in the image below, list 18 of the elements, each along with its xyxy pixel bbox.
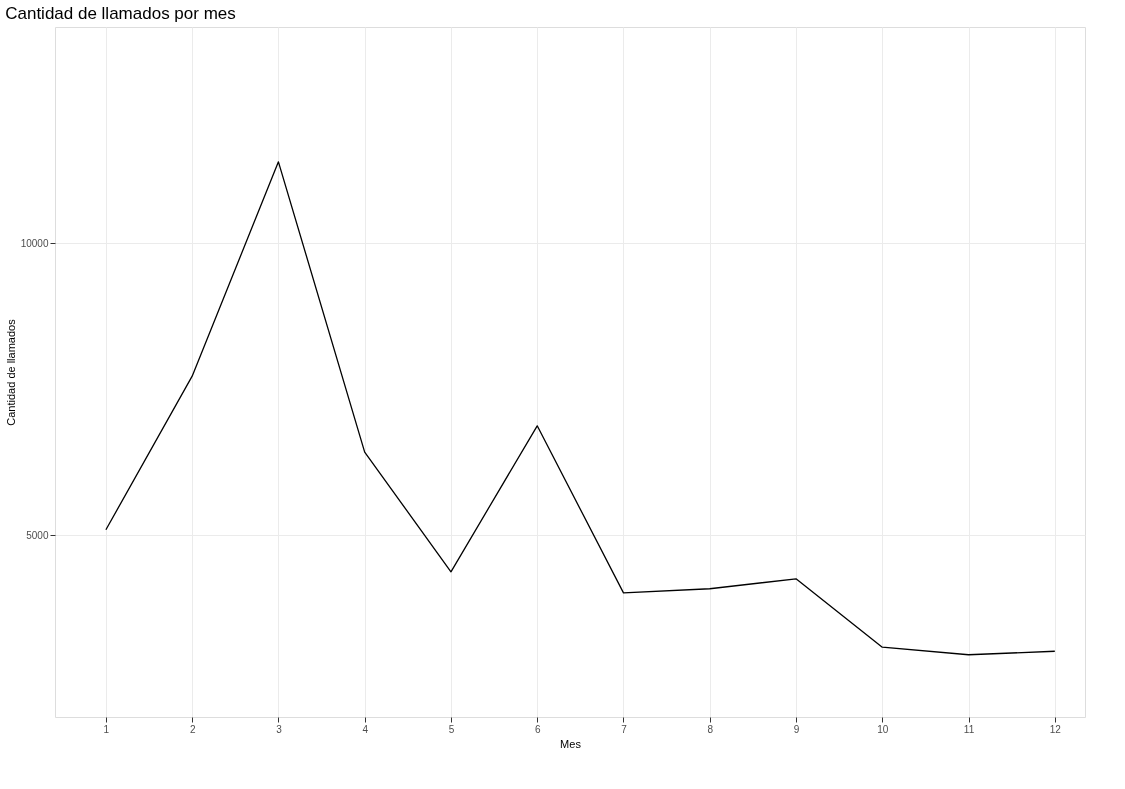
chart-title: Cantidad de llamados por mes (5, 4, 236, 23)
x-tick-label: 4 (362, 723, 369, 735)
x-tick-label: 1 (103, 723, 110, 735)
x-tick-label: 11 (963, 723, 975, 735)
x-tick-label: 8 (707, 723, 714, 735)
y-tick-label: 10000 (20, 237, 49, 249)
x-tick-label: 3 (276, 723, 283, 735)
x-tick-label: 2 (189, 723, 196, 735)
x-tick-label: 9 (793, 723, 800, 735)
x-tick-label: 6 (534, 723, 541, 735)
x-tick-label: 12 (1049, 723, 1062, 735)
x-tick-label: 5 (448, 723, 455, 735)
x-axis-title: Mes (560, 737, 582, 750)
y-axis-title: Cantidad de llamados (4, 318, 17, 426)
line-series (105, 161, 1056, 656)
x-tick-label: 7 (621, 723, 628, 735)
y-tick-label: 5000 (26, 529, 49, 541)
x-tick-label: 10 (877, 723, 889, 735)
